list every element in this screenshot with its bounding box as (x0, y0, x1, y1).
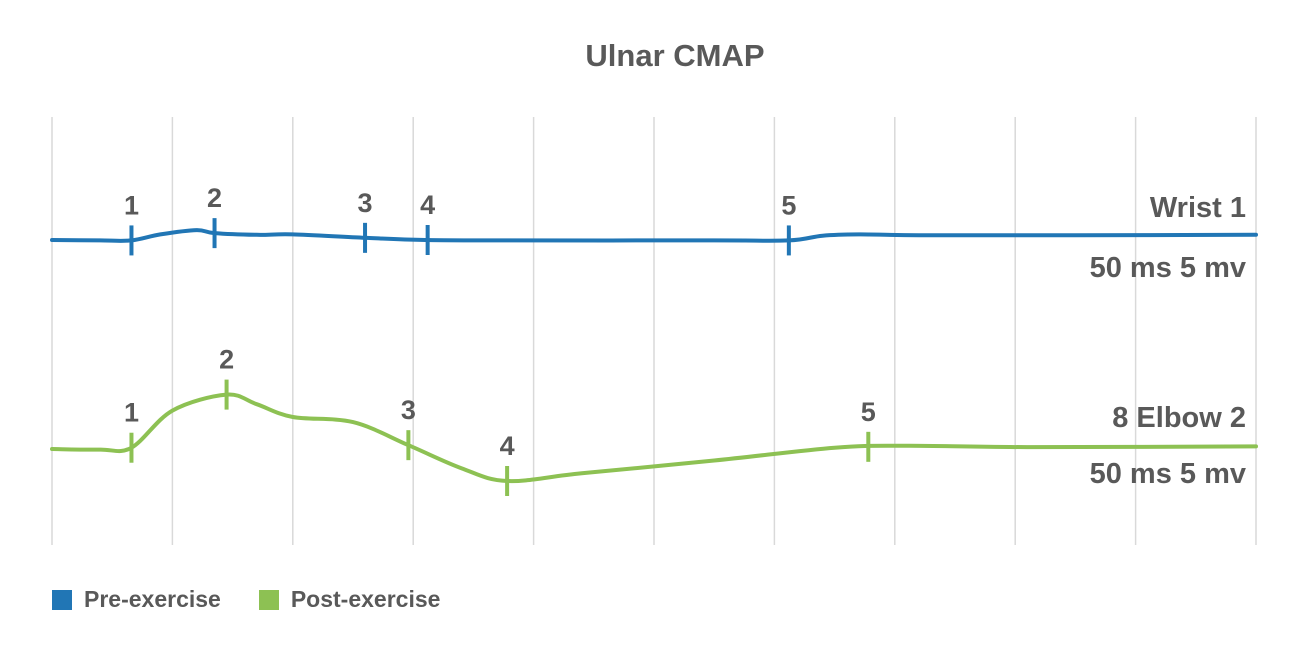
gridlines (51, 117, 1257, 545)
marker-label-3: 3 (401, 395, 416, 425)
trace-label-post: 8 Elbow 2 (1112, 402, 1246, 434)
legend-item-post-exercise[interactable]: Post-exercise (258, 586, 441, 613)
legend: Pre-exercise Post-exercise (52, 586, 440, 613)
legend-item-pre-exercise[interactable]: Pre-exercise (52, 586, 221, 613)
legend-swatch-pre (52, 589, 72, 610)
scale-label-post: 50 ms 5 mv (1090, 458, 1246, 490)
marker-label-4: 4 (500, 431, 515, 461)
marker-label-4: 4 (420, 190, 435, 220)
marker-label-2: 2 (207, 183, 222, 213)
legend-label-post: Post-exercise (290, 586, 441, 612)
series-post-exercise: 1 2 3 4 5 (50, 345, 1258, 496)
marker-label-1: 1 (124, 190, 139, 220)
scale-label-pre: 50 ms 5 mv (1090, 252, 1246, 284)
legend-label-pre: Pre-exercise (84, 586, 221, 612)
marker-label-1: 1 (124, 398, 139, 428)
marker-label-3: 3 (358, 188, 373, 218)
legend-swatch-post (258, 589, 279, 610)
marker-label-2: 2 (219, 345, 234, 375)
chart-title: Ulnar CMAP (585, 38, 764, 73)
marker-label-5: 5 (861, 397, 876, 427)
trace-line (50, 392, 1258, 484)
series-pre-exercise: 1 2 3 4 5 (50, 183, 1258, 256)
trace-labels: Wrist 1 50 ms 5 mv 8 Elbow 2 50 ms 5 mv (1090, 192, 1246, 490)
trace-line (50, 228, 1258, 243)
marker-label-5: 5 (781, 190, 796, 220)
trace-label-pre: Wrist 1 (1150, 192, 1246, 224)
traces: 1 2 3 4 5 1 2 3 4 5 (50, 183, 1258, 496)
